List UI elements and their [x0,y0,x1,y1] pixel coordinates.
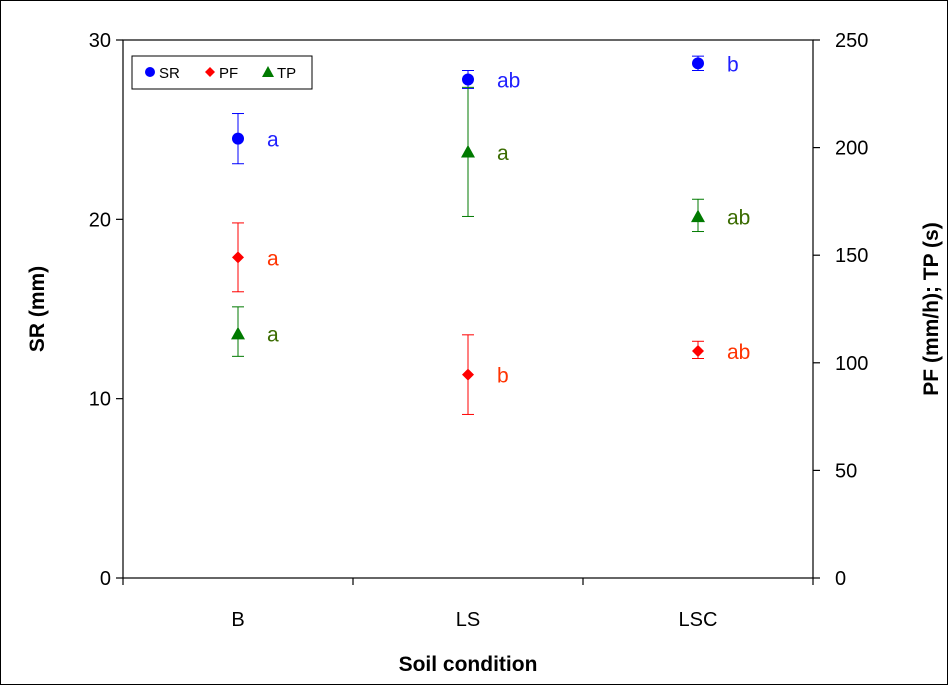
y-tick-label: 10 [89,389,111,411]
significance-label: b [727,53,739,76]
legend-marker [262,66,274,77]
significance-label: a [267,129,279,152]
x-axis-title: Soil condition [399,653,538,676]
significance-label: ab [727,341,750,364]
data-point [462,368,474,381]
y-tick-label: 0 [100,568,111,590]
y-tick-label: 20 [89,209,111,231]
y2-tick-label: 50 [835,460,857,482]
data-point [232,251,244,264]
y-tick-label: 30 [89,30,111,52]
plot-area [122,39,814,579]
data-point [692,57,704,70]
x-tick-label: LSC [679,609,718,631]
data-point [692,344,704,357]
y2-axis-title: PF (mm/h); TP (s) [920,222,943,395]
significance-label: a [267,247,279,270]
significance-label: a [497,142,509,165]
data-point [691,209,705,223]
axes-layer: 0 10 20 30 0 50 100 150 200 250 B LS LSC [89,30,869,631]
significance-label: b [497,365,509,388]
x-tick-label: B [231,609,244,631]
y2-tick-label: 100 [835,353,868,375]
legend-label: TP [277,65,296,82]
legend-label: SR [159,65,180,82]
x-tick-label: LS [456,609,480,631]
y2-tick-label: 200 [835,138,868,160]
data-point [231,326,245,340]
legend: SR PF TP [131,55,313,90]
y-axis-title: SR (mm) [26,266,49,352]
data-point [461,144,475,158]
legend-box [131,55,313,90]
data-point [232,132,244,145]
significance-label: ab [497,69,520,92]
y2-tick-label: 150 [835,245,868,267]
significance-label: ab [727,206,750,229]
data-point [462,73,474,86]
y2-tick-label: 250 [835,30,868,52]
legend-marker [145,67,155,77]
y2-tick-label: 0 [835,568,846,590]
legend-marker [205,67,215,77]
legend-label: PF [219,65,238,82]
significance-label: a [267,324,279,347]
